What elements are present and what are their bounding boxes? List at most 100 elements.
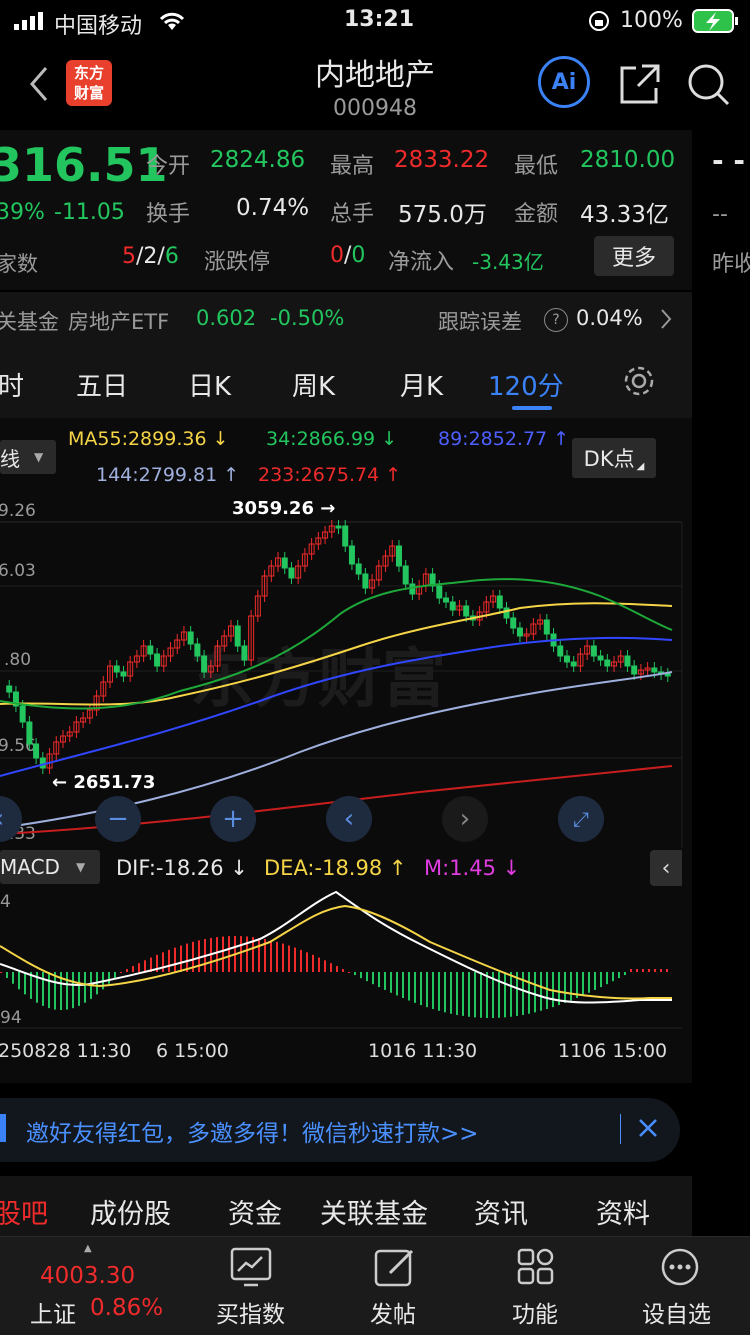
macd-bar — [534, 972, 536, 1013]
more-dots-icon[interactable] — [660, 1247, 700, 1291]
tab-guba[interactable]: 股吧 — [0, 1199, 48, 1230]
move-right-icon[interactable]: › — [442, 796, 488, 842]
index-pct[interactable]: 0.86% — [90, 1295, 164, 1321]
buy-index-label[interactable]: 买指数 — [216, 1302, 285, 1328]
candle-group — [6, 520, 671, 774]
scroll-left-partial-icon[interactable]: ‹ — [0, 796, 22, 842]
candle-body — [503, 607, 510, 619]
zoom-in-icon[interactable]: + — [210, 796, 256, 842]
date-label-2: 6 15:00 — [156, 1040, 229, 1062]
macd-bar — [66, 972, 68, 1010]
tab-funds-flow[interactable]: 资金 — [228, 1199, 282, 1230]
macd-bar — [318, 957, 320, 972]
macd-bar — [162, 952, 164, 972]
candle-body — [100, 681, 107, 697]
candle-body — [39, 757, 46, 769]
share-icon[interactable] — [618, 62, 662, 110]
banner-text: 邀好友得红包，多邀多得！微信秒速打款>> — [26, 1121, 479, 1147]
macd-bar — [510, 972, 512, 1017]
tab-related-funds[interactable]: 关联基金 — [320, 1199, 428, 1230]
kline-svg: 东方财富 3059.26 → ← 2651.73 — [0, 498, 683, 848]
fullscreen-icon[interactable]: ⤢ — [558, 796, 604, 842]
candle-body — [315, 537, 322, 545]
watchlist-label[interactable]: 设自选 — [642, 1302, 711, 1328]
candle-body — [490, 595, 497, 603]
macd-bar — [24, 972, 26, 995]
zoom-out-icon[interactable]: − — [95, 796, 141, 842]
candle-body — [26, 721, 33, 745]
tab-week-k[interactable]: 周K — [292, 372, 336, 402]
tab-month-k[interactable]: 月K — [400, 372, 444, 402]
help-icon[interactable]: ? — [544, 308, 568, 332]
tab-constituents[interactable]: 成份股 — [90, 1199, 171, 1230]
candle-body — [382, 555, 389, 567]
macd-bar — [150, 957, 152, 972]
candle-body — [248, 615, 255, 661]
tab-news[interactable]: 资讯 — [474, 1199, 528, 1230]
quote-panel: 316.51 39% -11.05 家数 5/2/6 今开 2824.86 最高… — [0, 130, 692, 290]
carrier-name: 中国移动 — [54, 14, 143, 39]
prev-close-label: 昨收 — [712, 252, 750, 277]
more-button[interactable]: 更多 — [594, 236, 674, 276]
macd-bar — [342, 969, 344, 972]
dropdown-caret-icon: ▼ — [75, 860, 86, 874]
signal-icon — [14, 12, 48, 34]
search-icon[interactable] — [686, 62, 732, 112]
functions-icon[interactable] — [516, 1247, 556, 1291]
index-name[interactable]: 上证 — [30, 1302, 76, 1328]
tab-profile[interactable]: 资料 — [596, 1199, 650, 1230]
macd-select[interactable]: MACD ▼ — [0, 850, 100, 884]
functions-label[interactable]: 功能 — [512, 1302, 558, 1328]
ma-line-green — [0, 578, 673, 710]
post-icon[interactable] — [374, 1247, 416, 1291]
date-label-4: 1106 15:00 — [558, 1040, 668, 1062]
macd-bar — [660, 969, 662, 972]
macd-bar — [30, 972, 32, 999]
candle-body — [322, 531, 329, 539]
macd-bar — [48, 972, 50, 1009]
buy-index-icon[interactable] — [230, 1247, 272, 1291]
chevron-right-icon[interactable] — [660, 308, 672, 334]
back-chevron-icon[interactable] — [26, 64, 50, 108]
status-bar: 中国移动 13:21 100% — [0, 0, 750, 42]
battery-charging-icon — [692, 9, 740, 37]
related-etf-row[interactable]: 关基金 房地产ETF 0.602 -0.50% 跟踪误差 ? 0.04% — [0, 292, 692, 346]
tab-five-day[interactable]: 五日 — [76, 372, 129, 402]
macd-bar — [114, 972, 116, 978]
macd-bar — [450, 972, 452, 1014]
post-label[interactable]: 发帖 — [370, 1302, 416, 1328]
macd-y-bottom: 94 — [0, 1008, 22, 1028]
dk-point-button[interactable]: DK点 ◢ — [572, 438, 656, 478]
line-select[interactable]: 线 ▼ — [0, 440, 56, 474]
settings-gear-icon[interactable] — [622, 364, 656, 402]
collapse-panel-button[interactable]: ‹ — [650, 850, 682, 886]
tab-120min[interactable]: 120分 — [488, 372, 564, 402]
macd-bar — [606, 972, 608, 985]
kline-chart-area[interactable]: 线 ▼ MA55:2899.36 ↓ 34:2866.99 ↓ 89:2852.7… — [0, 418, 692, 1083]
macd-bar — [408, 972, 410, 1001]
move-left-icon[interactable]: ‹ — [326, 796, 372, 842]
candle-body — [59, 735, 66, 743]
macd-bar — [492, 972, 494, 1018]
dea-line — [0, 904, 672, 1000]
candle-body — [342, 525, 349, 547]
tab-time[interactable]: 时 — [0, 372, 25, 402]
ma144-label: 144:2799.81 ↑ — [96, 464, 240, 486]
banner-accent — [0, 1114, 6, 1142]
macd-bar — [642, 969, 644, 972]
macd-bar — [666, 969, 668, 972]
invite-banner[interactable]: 邀好友得红包，多邀多得！微信秒速打款>> — [0, 1098, 680, 1162]
candle-body — [261, 575, 268, 597]
ai-button[interactable]: Ai — [538, 56, 590, 108]
candle-body — [362, 573, 369, 589]
index-value[interactable]: 4003.30 — [40, 1263, 136, 1289]
tab-day-k[interactable]: 日K — [188, 372, 232, 402]
macd-bar — [498, 972, 500, 1018]
macd-bar — [138, 963, 140, 972]
candle-body — [234, 625, 241, 647]
macd-bar — [468, 972, 470, 1017]
dif-line — [0, 890, 672, 1004]
candle-body — [443, 597, 450, 603]
close-icon[interactable] — [636, 1116, 660, 1144]
candle-body — [113, 665, 120, 673]
